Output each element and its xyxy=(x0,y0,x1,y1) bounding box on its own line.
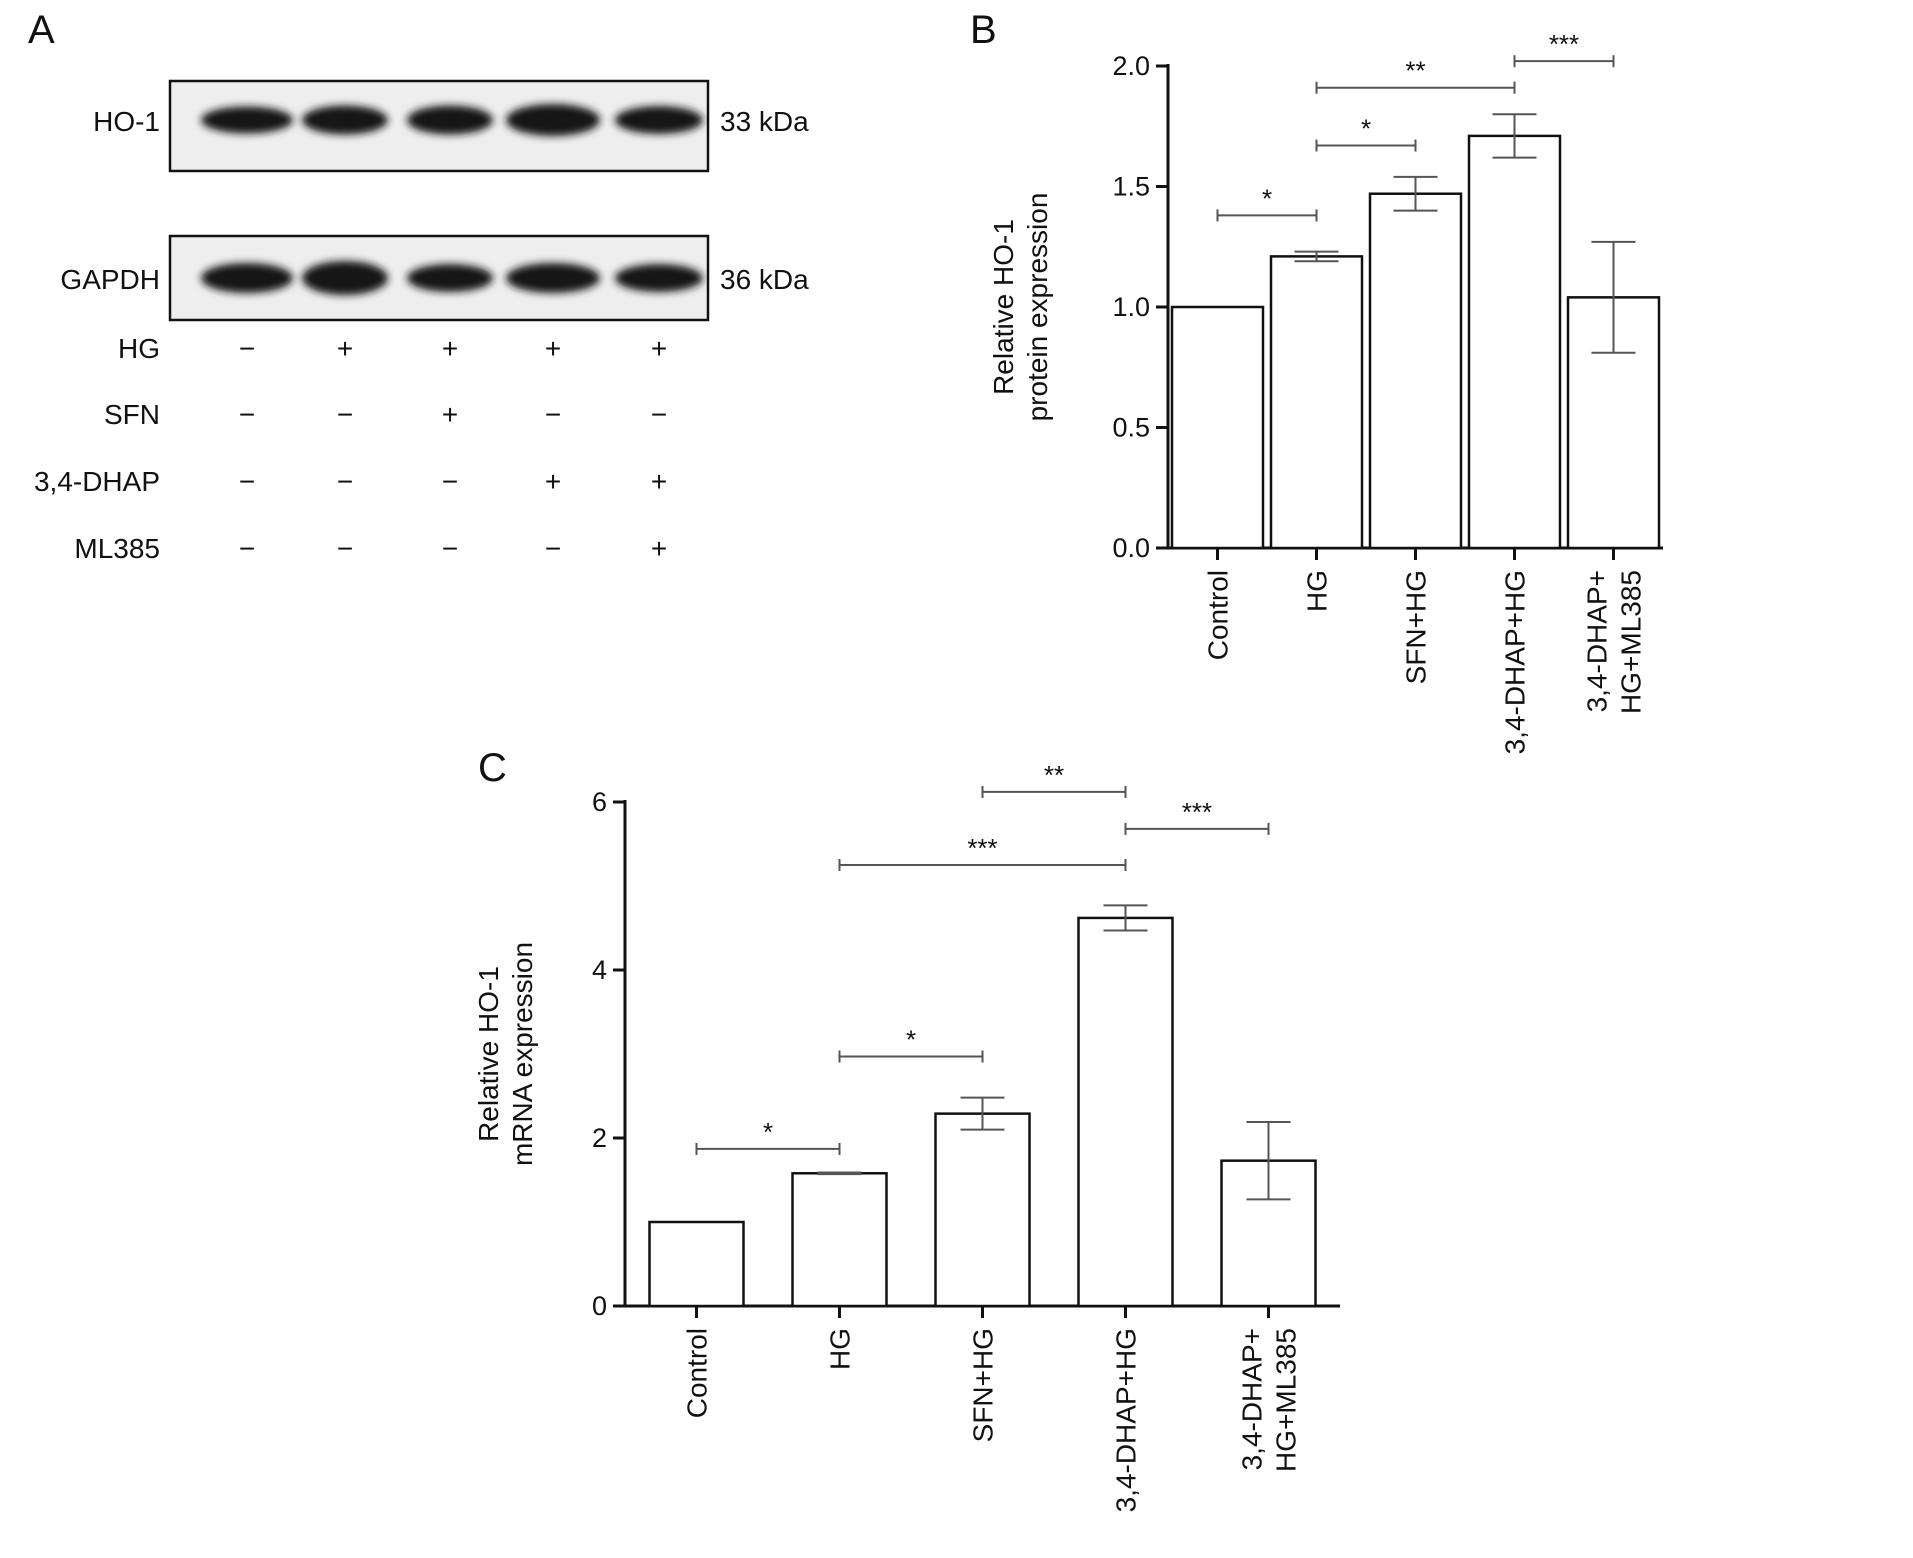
treatment-sign: − xyxy=(442,466,458,497)
blot-label: GAPDH xyxy=(60,264,160,295)
significance-label: * xyxy=(1262,183,1272,213)
treatment-sign: + xyxy=(651,466,667,497)
panel-label-a: A xyxy=(28,8,55,52)
panel-label-c: C xyxy=(478,746,507,790)
treatment-sign: + xyxy=(651,333,667,364)
bar xyxy=(1077,916,1174,1308)
blot-label: HO-1 xyxy=(93,106,160,137)
y-tick-label: 6 xyxy=(592,787,607,817)
x-tick-label: HG xyxy=(825,1328,856,1370)
band xyxy=(506,263,600,293)
treatment-label: 3,4-DHAP xyxy=(34,466,160,497)
y-tick-label: 0.5 xyxy=(1112,413,1150,443)
band xyxy=(407,264,493,292)
y-axis-label: Relative HO-1 mRNA expression xyxy=(473,942,538,1166)
band xyxy=(615,264,703,292)
significance-label: *** xyxy=(967,833,997,863)
significance-label: *** xyxy=(1549,29,1579,59)
bar xyxy=(1269,255,1364,550)
band xyxy=(615,106,703,134)
x-tick-label: 3,4-DHAP+ HG+ML385 xyxy=(1582,570,1647,714)
y-tick-label: 2.0 xyxy=(1112,51,1150,81)
significance-label: ** xyxy=(1044,760,1064,790)
bar xyxy=(1467,134,1562,550)
band xyxy=(302,105,388,135)
treatment-sign: + xyxy=(442,333,458,364)
y-tick-label: 0 xyxy=(592,1291,607,1321)
treatment-sign: − xyxy=(651,399,667,430)
y-tick-label: 0.0 xyxy=(1112,533,1150,563)
x-tick-label: 3,4-DHAP+ HG+ML385 xyxy=(1237,1328,1302,1472)
treatment-sign: − xyxy=(337,466,353,497)
x-tick-label: SFN+HG xyxy=(968,1328,999,1442)
treatment-sign: − xyxy=(239,533,255,564)
bar xyxy=(1170,305,1265,550)
band xyxy=(506,104,600,136)
treatment-sign: + xyxy=(545,333,561,364)
x-tick-label: HG xyxy=(1302,570,1333,612)
x-tick-label: SFN+HG xyxy=(1401,570,1432,684)
treatment-label: SFN xyxy=(104,399,160,430)
y-tick-label: 2 xyxy=(592,1123,607,1153)
treatment-label: ML385 xyxy=(74,533,160,564)
y-axis-label: Relative HO-1 protein expression xyxy=(988,193,1053,422)
y-tick-label: 1.0 xyxy=(1112,292,1150,322)
treatment-sign: + xyxy=(442,399,458,430)
significance-label: *** xyxy=(1182,797,1212,827)
bar xyxy=(934,1112,1031,1308)
treatment-sign: − xyxy=(239,333,255,364)
bar xyxy=(791,1172,888,1308)
x-tick-label: Control xyxy=(1203,570,1234,660)
treatment-sign: − xyxy=(545,399,561,430)
significance-label: ** xyxy=(1405,56,1425,86)
treatment-sign: − xyxy=(239,399,255,430)
protein-expression-chart: 0.0 0.5 1.0 1.5 2.0 Relative HO-1 protein expr… xyxy=(988,29,1663,754)
treatment-sign: − xyxy=(442,533,458,564)
significance-label: * xyxy=(1361,114,1371,144)
treatment-sign: − xyxy=(337,533,353,564)
treatment-sign: + xyxy=(337,333,353,364)
bar xyxy=(1368,192,1463,550)
significance-label: * xyxy=(763,1117,773,1147)
x-tick-label: Control xyxy=(682,1328,713,1418)
treatment-sign: + xyxy=(651,533,667,564)
western-blot-panel: HO-1 33 kDa GAPDH 36 kDa HG − + + + + SFN − − + − − 3,4-… xyxy=(34,79,809,564)
mrna-expression-chart: 0 2 4 6 Relative HO-1 mRNA expression Control H… xyxy=(473,760,1340,1512)
treatment-sign: − xyxy=(239,466,255,497)
x-tick-label: 3,4-DHAP+HG xyxy=(1500,570,1531,754)
treatment-label: HG xyxy=(118,333,160,364)
treatment-sign: + xyxy=(545,466,561,497)
y-tick-label: 1.5 xyxy=(1112,172,1150,202)
molecular-weight-label: 33 kDa xyxy=(720,106,809,137)
y-tick-label: 4 xyxy=(592,955,607,985)
treatment-sign: − xyxy=(545,533,561,564)
significance-label: * xyxy=(906,1025,916,1055)
molecular-weight-label: 36 kDa xyxy=(720,264,809,295)
band xyxy=(201,106,293,134)
band xyxy=(201,263,293,293)
bar xyxy=(648,1220,745,1308)
band xyxy=(302,261,388,295)
x-tick-label: 3,4-DHAP+HG xyxy=(1111,1328,1142,1512)
panel-label-b: B xyxy=(970,8,997,52)
treatment-sign: − xyxy=(337,399,353,430)
band xyxy=(407,105,493,135)
